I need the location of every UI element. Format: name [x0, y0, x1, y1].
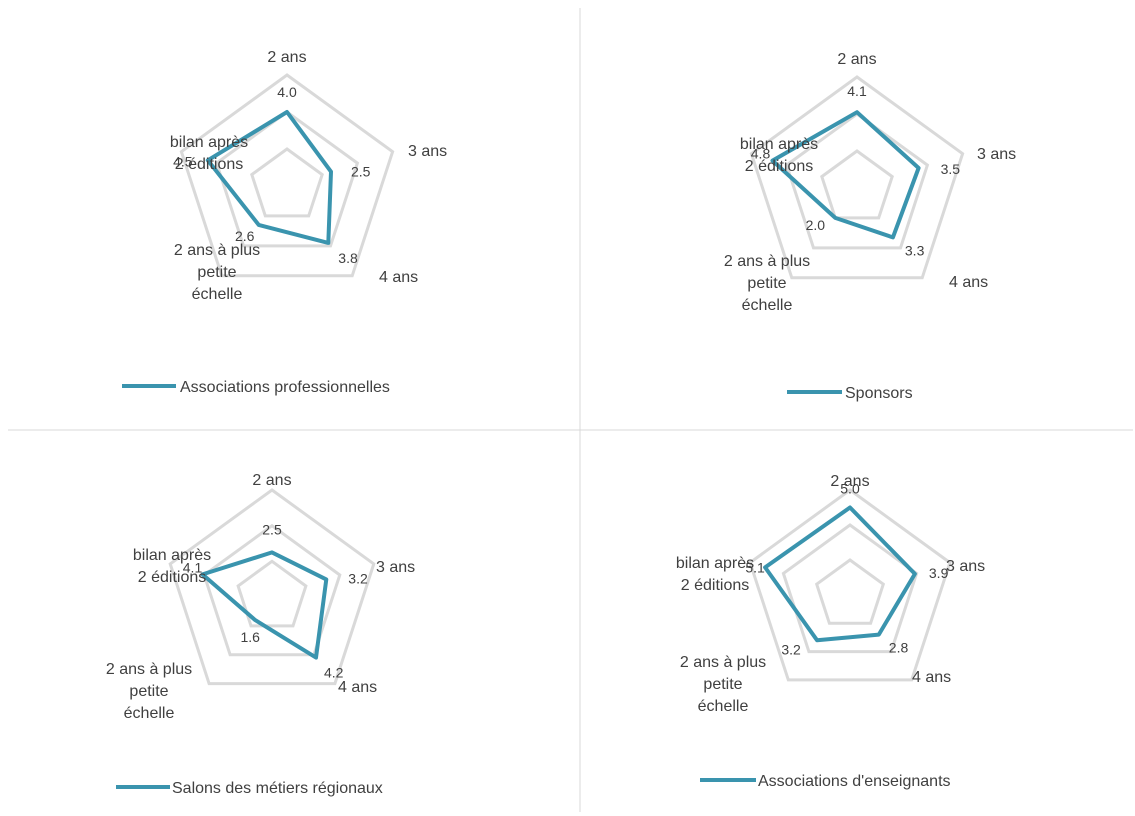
- legend: Salons des métiers régionaux: [116, 780, 383, 797]
- series-line: [205, 110, 333, 245]
- grid-ring: [250, 147, 324, 218]
- grid-ring: [749, 75, 965, 280]
- radar-chart-4: 2 ans 3 ans 4 ans 2 ans à plus petite échelle…: [676, 473, 985, 790]
- axis-label: 2 ans: [267, 49, 306, 66]
- axis-label: 3 ans: [408, 143, 447, 160]
- radar-chart-2: 2 ans 3 ans 4 ans 2 ans à plus petite échelle…: [724, 51, 1016, 402]
- data-label: 3.2: [348, 570, 368, 586]
- axis-label: 3 ans: [977, 146, 1016, 163]
- data-label: 4.1: [847, 83, 867, 99]
- axis-label: 2 ans: [830, 473, 869, 490]
- axis-label: bilan après 2 éditions: [740, 136, 818, 175]
- grid-ring: [179, 73, 395, 278]
- data-label: 2.5: [262, 521, 282, 537]
- axis-label: 4 ans: [379, 269, 418, 286]
- radar-chart-3: 2 ans 3 ans 4 ans 2 ans à plus petite échelle…: [106, 472, 415, 797]
- data-label: 3.9: [929, 565, 949, 581]
- grid-ring: [236, 559, 308, 628]
- axis-label: 2 ans à plus petite échelle: [174, 242, 260, 303]
- axis-label: 3 ans: [376, 559, 415, 576]
- grid-ring: [748, 488, 952, 682]
- axis-label: 2 ans: [252, 472, 291, 489]
- data-label: 2.6: [235, 228, 255, 244]
- series-line: [763, 505, 917, 643]
- legend-label: Associations d'enseignants: [758, 773, 951, 790]
- axis-label: 4 ans: [338, 679, 377, 696]
- legend-label: Sponsors: [845, 385, 913, 402]
- axis-label: 2 ans: [837, 51, 876, 68]
- data-label: 4.0: [277, 84, 297, 100]
- axis-label: bilan après 2 éditions: [170, 134, 248, 173]
- data-label: 2.8: [889, 640, 909, 656]
- data-label: 3.8: [338, 250, 358, 266]
- grid-ring: [202, 523, 342, 657]
- grid-ring: [814, 558, 886, 625]
- axis-label: bilan après 2 éditions: [676, 555, 754, 594]
- data-label: 4.5: [173, 153, 193, 169]
- axis-label: 4 ans: [949, 274, 988, 291]
- data-label: 3.5: [941, 161, 961, 177]
- data-label: 4.1: [183, 559, 203, 575]
- grid-ring: [820, 149, 894, 220]
- data-label: 5.1: [745, 559, 765, 575]
- grid-ring: [168, 488, 376, 686]
- data-label: 3.2: [781, 641, 801, 657]
- axis-label: bilan après 2 éditions: [133, 547, 211, 586]
- legend-label: Salons des métiers régionaux: [172, 780, 383, 797]
- data-label: 2.0: [806, 217, 826, 233]
- grid-ring: [781, 523, 919, 654]
- legend: Sponsors: [787, 385, 913, 402]
- legend: Associations professionnelles: [122, 379, 390, 396]
- series-line: [770, 110, 921, 240]
- axis-label: 2 ans à plus petite échelle: [106, 661, 192, 722]
- axis-label: 3 ans: [946, 558, 985, 575]
- series-line: [200, 550, 329, 660]
- grid-ring: [784, 112, 930, 250]
- data-label: 5.0: [840, 481, 860, 497]
- data-label: 4.2: [324, 665, 344, 681]
- legend-label: Associations professionnelles: [180, 379, 390, 396]
- data-label: 3.3: [905, 242, 925, 258]
- axis-label: 2 ans à plus petite échelle: [680, 654, 766, 715]
- legend: Associations d'enseignants: [700, 773, 951, 790]
- grid-ring: [214, 110, 360, 248]
- radar-chart-1: 2 ans 3 ans 4 ans 2 ans à plus petite échelle…: [122, 49, 447, 396]
- axis-label: 2 ans à plus petite échelle: [724, 253, 810, 314]
- axis-label: 4 ans: [912, 669, 951, 686]
- data-label: 4.8: [751, 146, 771, 162]
- data-label: 2.5: [351, 164, 371, 180]
- data-label: 1.6: [240, 629, 260, 645]
